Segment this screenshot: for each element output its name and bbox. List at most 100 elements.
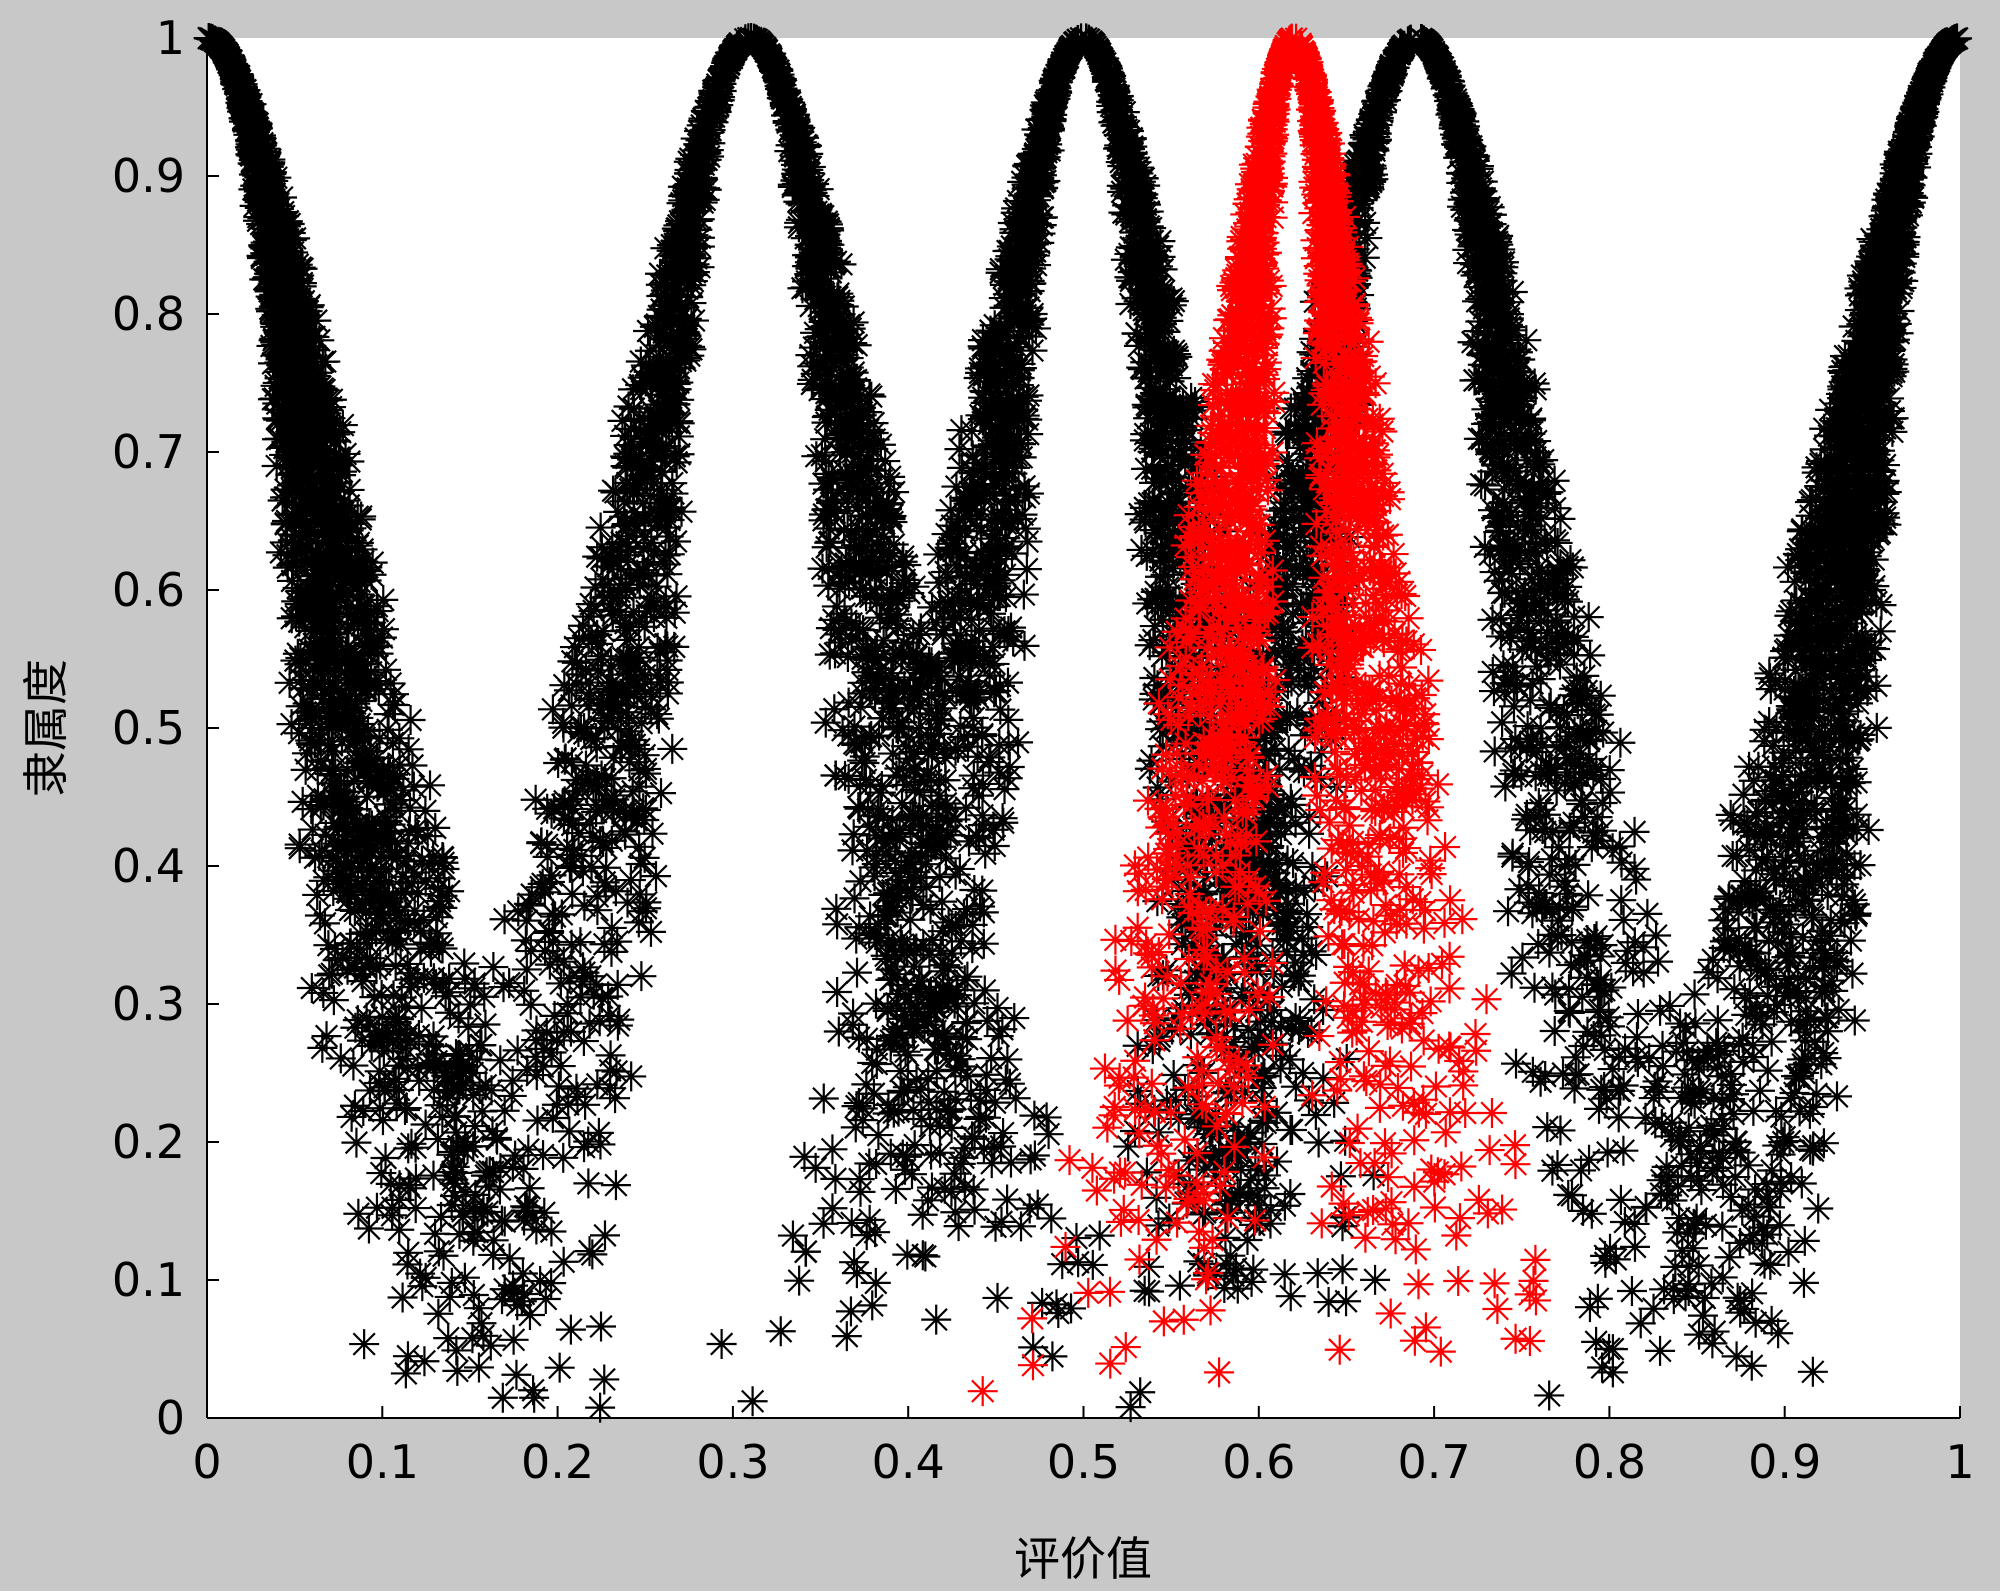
- data-point: [586, 982, 617, 1013]
- data-point: [861, 988, 892, 1019]
- data-point: [831, 1321, 862, 1352]
- data-point: [623, 907, 654, 938]
- data-point: [841, 729, 872, 760]
- data-point: [460, 1179, 491, 1210]
- data-point: [902, 678, 933, 709]
- data-point: [438, 1164, 469, 1195]
- data-point: [940, 1084, 971, 1115]
- data-point: [346, 649, 377, 680]
- data-point: [651, 602, 682, 633]
- data-point: [534, 949, 565, 980]
- data-point: [777, 171, 808, 202]
- data-point: [847, 1093, 878, 1124]
- data-point: [439, 1168, 470, 1199]
- data-point: [645, 341, 676, 372]
- data-point: [301, 636, 332, 667]
- data-point: [970, 838, 1001, 869]
- data-point: [257, 348, 288, 379]
- data-point: [860, 635, 891, 666]
- data-point: [945, 1148, 976, 1179]
- data-point: [595, 1073, 626, 1104]
- data-point: [554, 963, 585, 994]
- data-point: [429, 854, 460, 885]
- data-point: [865, 535, 896, 566]
- data-point: [829, 515, 860, 546]
- data-point: [831, 334, 862, 365]
- data-point: [525, 872, 556, 903]
- data-point: [313, 930, 344, 961]
- data-point: [305, 614, 336, 645]
- data-point: [344, 579, 375, 610]
- data-point: [399, 907, 430, 938]
- data-point: [285, 448, 316, 479]
- data-point: [824, 299, 855, 330]
- data-point: [546, 899, 577, 930]
- data-point: [262, 340, 293, 371]
- data-point: [324, 784, 355, 815]
- data-point: [478, 952, 509, 983]
- data-point: [516, 879, 547, 910]
- data-point: [957, 933, 988, 964]
- data-point: [375, 914, 406, 945]
- data-point: [610, 569, 641, 600]
- data-point: [284, 489, 315, 520]
- data-point: [326, 497, 357, 528]
- data-point: [858, 1078, 889, 1109]
- data-point: [565, 982, 596, 1013]
- data-point: [859, 574, 890, 605]
- data-point: [562, 776, 593, 807]
- data-point: [860, 682, 891, 713]
- data-point: [466, 1308, 497, 1339]
- data-point: [800, 222, 831, 253]
- data-point: [851, 1220, 882, 1251]
- data-point: [965, 1085, 996, 1116]
- data-point: [557, 839, 588, 870]
- data-point: [568, 1026, 599, 1057]
- data-point: [365, 949, 396, 980]
- data-point: [351, 917, 382, 948]
- data-point: [261, 194, 292, 225]
- data-point: [658, 478, 689, 509]
- data-point: [702, 69, 733, 100]
- data-point: [574, 1008, 605, 1039]
- data-point: [645, 258, 676, 289]
- data-point: [346, 1025, 377, 1056]
- data-point: [559, 632, 590, 663]
- data-point: [298, 406, 329, 437]
- data-point: [299, 728, 330, 759]
- data-point: [1019, 1100, 1050, 1131]
- data-point: [489, 1274, 520, 1305]
- data-point: [633, 547, 664, 578]
- data-point: [808, 468, 839, 499]
- data-point: [427, 967, 458, 998]
- data-point: [924, 862, 955, 893]
- data-point: [393, 1237, 424, 1268]
- data-point: [294, 290, 325, 321]
- data-point: [281, 403, 312, 434]
- data-point: [846, 397, 877, 428]
- data-point: [819, 694, 850, 725]
- data-point: [433, 1323, 464, 1354]
- data-point: [809, 346, 840, 377]
- data-point: [322, 643, 353, 674]
- data-point: [296, 565, 327, 596]
- data-point: [1017, 335, 1048, 366]
- data-point: [851, 546, 882, 577]
- data-point: [992, 621, 1023, 652]
- data-point: [431, 1060, 462, 1091]
- data-point: [1033, 1119, 1064, 1150]
- data-point: [421, 969, 452, 1000]
- data-point: [705, 63, 736, 94]
- data-point: [294, 473, 325, 504]
- data-point: [405, 1258, 436, 1289]
- data-point: [823, 1016, 854, 1047]
- data-point: [266, 280, 297, 311]
- data-point: [885, 1056, 916, 1087]
- data-point: [835, 1296, 866, 1327]
- scatter-points: [193, 23, 1973, 1423]
- data-point: [320, 650, 351, 681]
- data-point: [629, 463, 660, 494]
- data-point: [639, 536, 670, 567]
- data-point: [936, 1176, 967, 1207]
- data-point: [384, 1214, 415, 1245]
